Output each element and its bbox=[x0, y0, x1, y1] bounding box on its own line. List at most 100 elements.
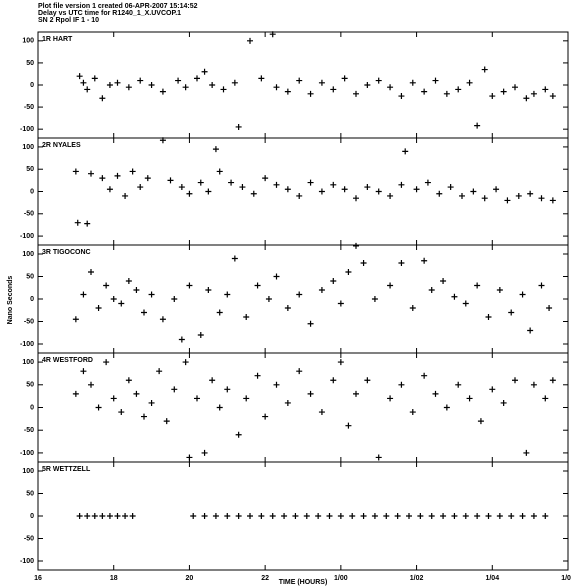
data-point bbox=[281, 513, 288, 519]
header-line: Delay vs UTC time for R1240_1_X.UVCOP.1 bbox=[38, 10, 181, 17]
data-point bbox=[493, 186, 500, 193]
data-point bbox=[209, 82, 216, 88]
data-point bbox=[417, 513, 424, 519]
data-point bbox=[474, 513, 481, 519]
data-point bbox=[72, 168, 79, 175]
data-point bbox=[167, 177, 174, 184]
y-tick-label: -50 bbox=[24, 318, 34, 325]
data-point bbox=[326, 513, 333, 519]
data-point bbox=[220, 86, 227, 93]
y-tick-label: -100 bbox=[20, 126, 34, 133]
data-point bbox=[84, 513, 91, 519]
x-tick-label: 18 bbox=[110, 575, 118, 582]
y-tick-label: 100 bbox=[22, 38, 34, 45]
data-point bbox=[194, 75, 200, 82]
data-point bbox=[530, 381, 537, 388]
data-point bbox=[477, 418, 484, 425]
data-point bbox=[330, 181, 337, 188]
data-point bbox=[72, 316, 79, 323]
data-point bbox=[231, 255, 238, 262]
data-point bbox=[436, 190, 443, 197]
data-point bbox=[186, 454, 193, 461]
data-point bbox=[197, 179, 204, 186]
data-point bbox=[421, 257, 428, 264]
data-point bbox=[205, 188, 212, 195]
data-point bbox=[235, 123, 242, 130]
data-point bbox=[307, 320, 314, 327]
data-point bbox=[114, 513, 121, 519]
data-point bbox=[432, 390, 439, 397]
data-point bbox=[269, 513, 276, 519]
data-point bbox=[421, 88, 428, 95]
data-point bbox=[262, 175, 269, 182]
panel-title: 5R WETTZELL bbox=[42, 466, 91, 473]
data-point bbox=[88, 269, 94, 275]
data-point bbox=[345, 269, 352, 275]
y-tick-label: 50 bbox=[26, 166, 34, 173]
data-point bbox=[462, 300, 469, 307]
data-point bbox=[398, 93, 405, 100]
data-point bbox=[182, 84, 189, 91]
data-point bbox=[284, 399, 291, 406]
data-point bbox=[72, 390, 79, 397]
data-point bbox=[549, 197, 556, 204]
data-point bbox=[99, 95, 106, 102]
data-point bbox=[512, 377, 518, 384]
data-point bbox=[243, 314, 250, 320]
data-point bbox=[496, 287, 503, 293]
data-point bbox=[512, 84, 518, 91]
data-point bbox=[474, 282, 481, 289]
data-point bbox=[523, 449, 530, 456]
data-point bbox=[337, 359, 344, 366]
data-point bbox=[254, 282, 261, 289]
data-point bbox=[432, 77, 439, 84]
x-tick-label: 1/02 bbox=[410, 575, 424, 582]
data-point bbox=[387, 192, 394, 199]
data-point bbox=[341, 75, 348, 82]
y-tick-label: 50 bbox=[26, 60, 34, 67]
data-point bbox=[538, 195, 545, 202]
data-point bbox=[489, 386, 496, 393]
y-tick-label: -100 bbox=[20, 233, 34, 240]
data-point bbox=[500, 88, 507, 95]
data-point bbox=[466, 79, 473, 86]
y-tick-label: 100 bbox=[22, 468, 34, 475]
data-point bbox=[440, 513, 447, 519]
data-point bbox=[95, 305, 102, 311]
data-point bbox=[530, 513, 537, 519]
data-point bbox=[159, 316, 166, 323]
data-point bbox=[247, 37, 253, 44]
data-point bbox=[523, 95, 530, 102]
data-point bbox=[307, 90, 314, 97]
x-tick-label: 20 bbox=[186, 575, 194, 582]
data-point bbox=[387, 84, 394, 91]
data-point bbox=[133, 390, 140, 397]
data-point bbox=[159, 88, 166, 95]
data-point bbox=[88, 381, 94, 388]
data-point bbox=[364, 184, 371, 191]
data-point bbox=[455, 86, 462, 93]
data-point bbox=[269, 31, 276, 38]
data-point bbox=[178, 184, 185, 191]
data-point bbox=[148, 291, 155, 298]
y-tick-label: -100 bbox=[20, 558, 34, 565]
data-point bbox=[171, 296, 178, 302]
y-tick-label: -50 bbox=[24, 104, 34, 111]
x-tick-label: 1/04 bbox=[485, 575, 499, 582]
data-point bbox=[538, 282, 545, 289]
data-point bbox=[129, 168, 136, 175]
data-point bbox=[156, 368, 163, 375]
data-point bbox=[387, 395, 394, 402]
data-point bbox=[504, 197, 511, 204]
data-point bbox=[216, 309, 223, 316]
data-point bbox=[247, 513, 253, 519]
data-point bbox=[99, 175, 106, 182]
data-point bbox=[273, 84, 280, 91]
data-point bbox=[250, 190, 257, 197]
data-point bbox=[76, 513, 83, 519]
data-point bbox=[103, 359, 110, 366]
data-point bbox=[292, 513, 299, 519]
data-point bbox=[443, 404, 450, 411]
data-point bbox=[443, 90, 450, 97]
data-point bbox=[406, 513, 412, 519]
